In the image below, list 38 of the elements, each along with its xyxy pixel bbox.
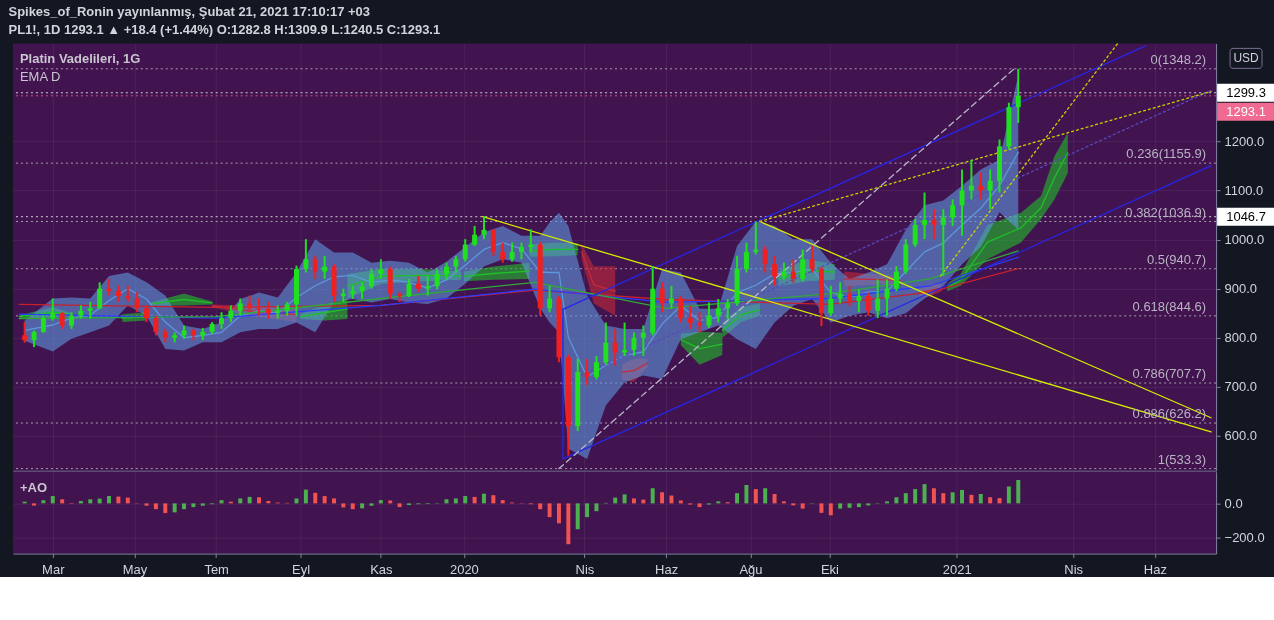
x-tick-label: Haz — [1143, 562, 1167, 578]
x-tick-label: Nis — [1064, 562, 1084, 578]
y-tick-label: 1100.0 — [1224, 183, 1264, 199]
x-tick-label: Kas — [370, 562, 394, 578]
x-tick-label: Ağu — [739, 562, 763, 578]
x-tick-label: Haz — [655, 562, 679, 578]
x-tick-label: 2020 — [449, 562, 479, 578]
y-tick-label: 800.0 — [1224, 330, 1258, 346]
x-tick-label: Tem — [204, 562, 229, 578]
ref-line-label: 1046.7 — [1226, 208, 1266, 224]
y-tick-label: 900.0 — [1224, 281, 1258, 297]
x-tick-label: Eyl — [292, 562, 311, 578]
y-axis-title: USD — [1233, 51, 1260, 66]
x-tick-label: Eki — [820, 562, 839, 578]
y-tick-label: 700.0 — [1224, 379, 1258, 395]
y-tick-label: 1200.0 — [1224, 134, 1265, 149]
y-tick-label: 1000.0 — [1224, 232, 1265, 248]
x-tick-label: 2021 — [942, 562, 972, 578]
x-tick-label: Nis — [575, 562, 595, 578]
ref-line-label: 0.5(940.7) — [1146, 251, 1207, 267]
text: PL1!, 1D 1293.1 ▲ +18.4 (+1.44%) O:1282.8 H:1309.9 L:1240.5 C:1293.1 — [8, 22, 441, 38]
ref-line-label: 1293.1 — [1226, 103, 1266, 119]
x-tick-label: May — [122, 562, 148, 578]
ref-line-label: 0.786(707.7) — [1132, 366, 1207, 382]
y-tick-label: −200.0 — [1224, 529, 1265, 545]
ref-line-label: 0.236(1155.9) — [1126, 146, 1207, 162]
ref-line-label: 0.382(1036.9) — [1125, 204, 1207, 220]
y-tick-label: 0.0 — [1224, 495, 1243, 511]
text: +AO — [19, 479, 47, 495]
text: Spikes_of_Ronin yayınlanmış, Şubat 21, 2021 17:10:17 +03 — [8, 4, 370, 20]
x-tick-label: Mar — [42, 562, 66, 578]
text: Platin Vadelileri, 1G — [19, 51, 141, 67]
ref-line-label: 0(1348.2) — [1150, 51, 1207, 67]
ref-line-label: 0.618(844.6) — [1132, 298, 1207, 314]
ref-line-label: 1(533.3) — [1157, 451, 1207, 467]
ref-line-label: 1299.3 — [1226, 84, 1266, 100]
text: EMA D — [19, 69, 61, 85]
y-tick-label: 600.0 — [1224, 428, 1258, 444]
